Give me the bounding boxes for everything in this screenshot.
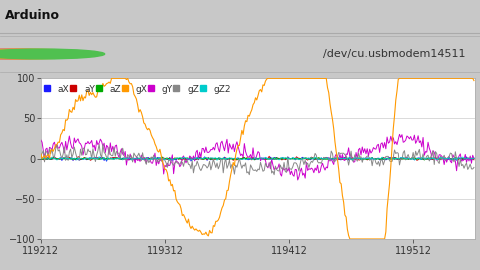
Circle shape: [0, 49, 105, 59]
Text: /dev/cu.usbmodem14511: /dev/cu.usbmodem14511: [323, 49, 466, 59]
Circle shape: [0, 49, 73, 59]
Circle shape: [0, 49, 89, 59]
Legend: aX, aY, aZ, gX, gY, gZ, gZ2: aX, aY, aZ, gX, gY, gZ, gZ2: [45, 83, 233, 95]
Text: Arduino: Arduino: [5, 9, 60, 22]
